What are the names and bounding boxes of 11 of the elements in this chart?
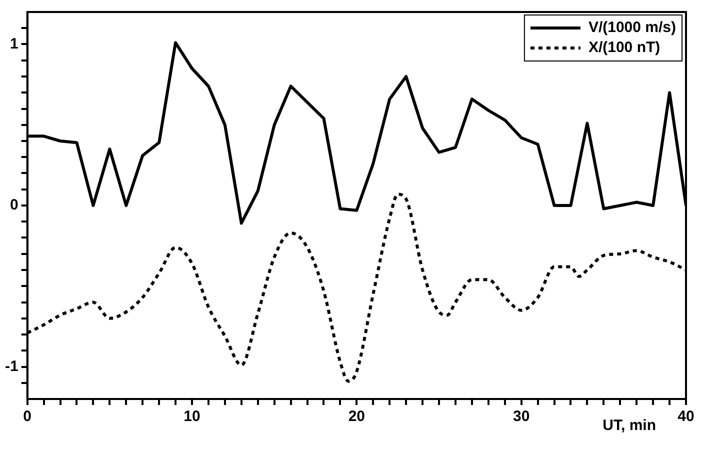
x-tick-label: 20	[348, 408, 366, 426]
x-axis-title: UT, min	[602, 417, 656, 434]
x-tick-label: 10	[184, 408, 200, 426]
x-tick-label: 40	[678, 408, 694, 426]
x-tick-label: 30	[512, 408, 530, 426]
y-tick-label: 0	[10, 196, 18, 214]
y-tick-label: 1	[10, 35, 18, 52]
legend-label: X/(100 nT)	[588, 39, 660, 56]
legend-label: V/(1000 m/s)	[588, 19, 676, 36]
x-tick-label: 0	[23, 408, 32, 426]
y-tick-label: -1	[4, 358, 18, 375]
